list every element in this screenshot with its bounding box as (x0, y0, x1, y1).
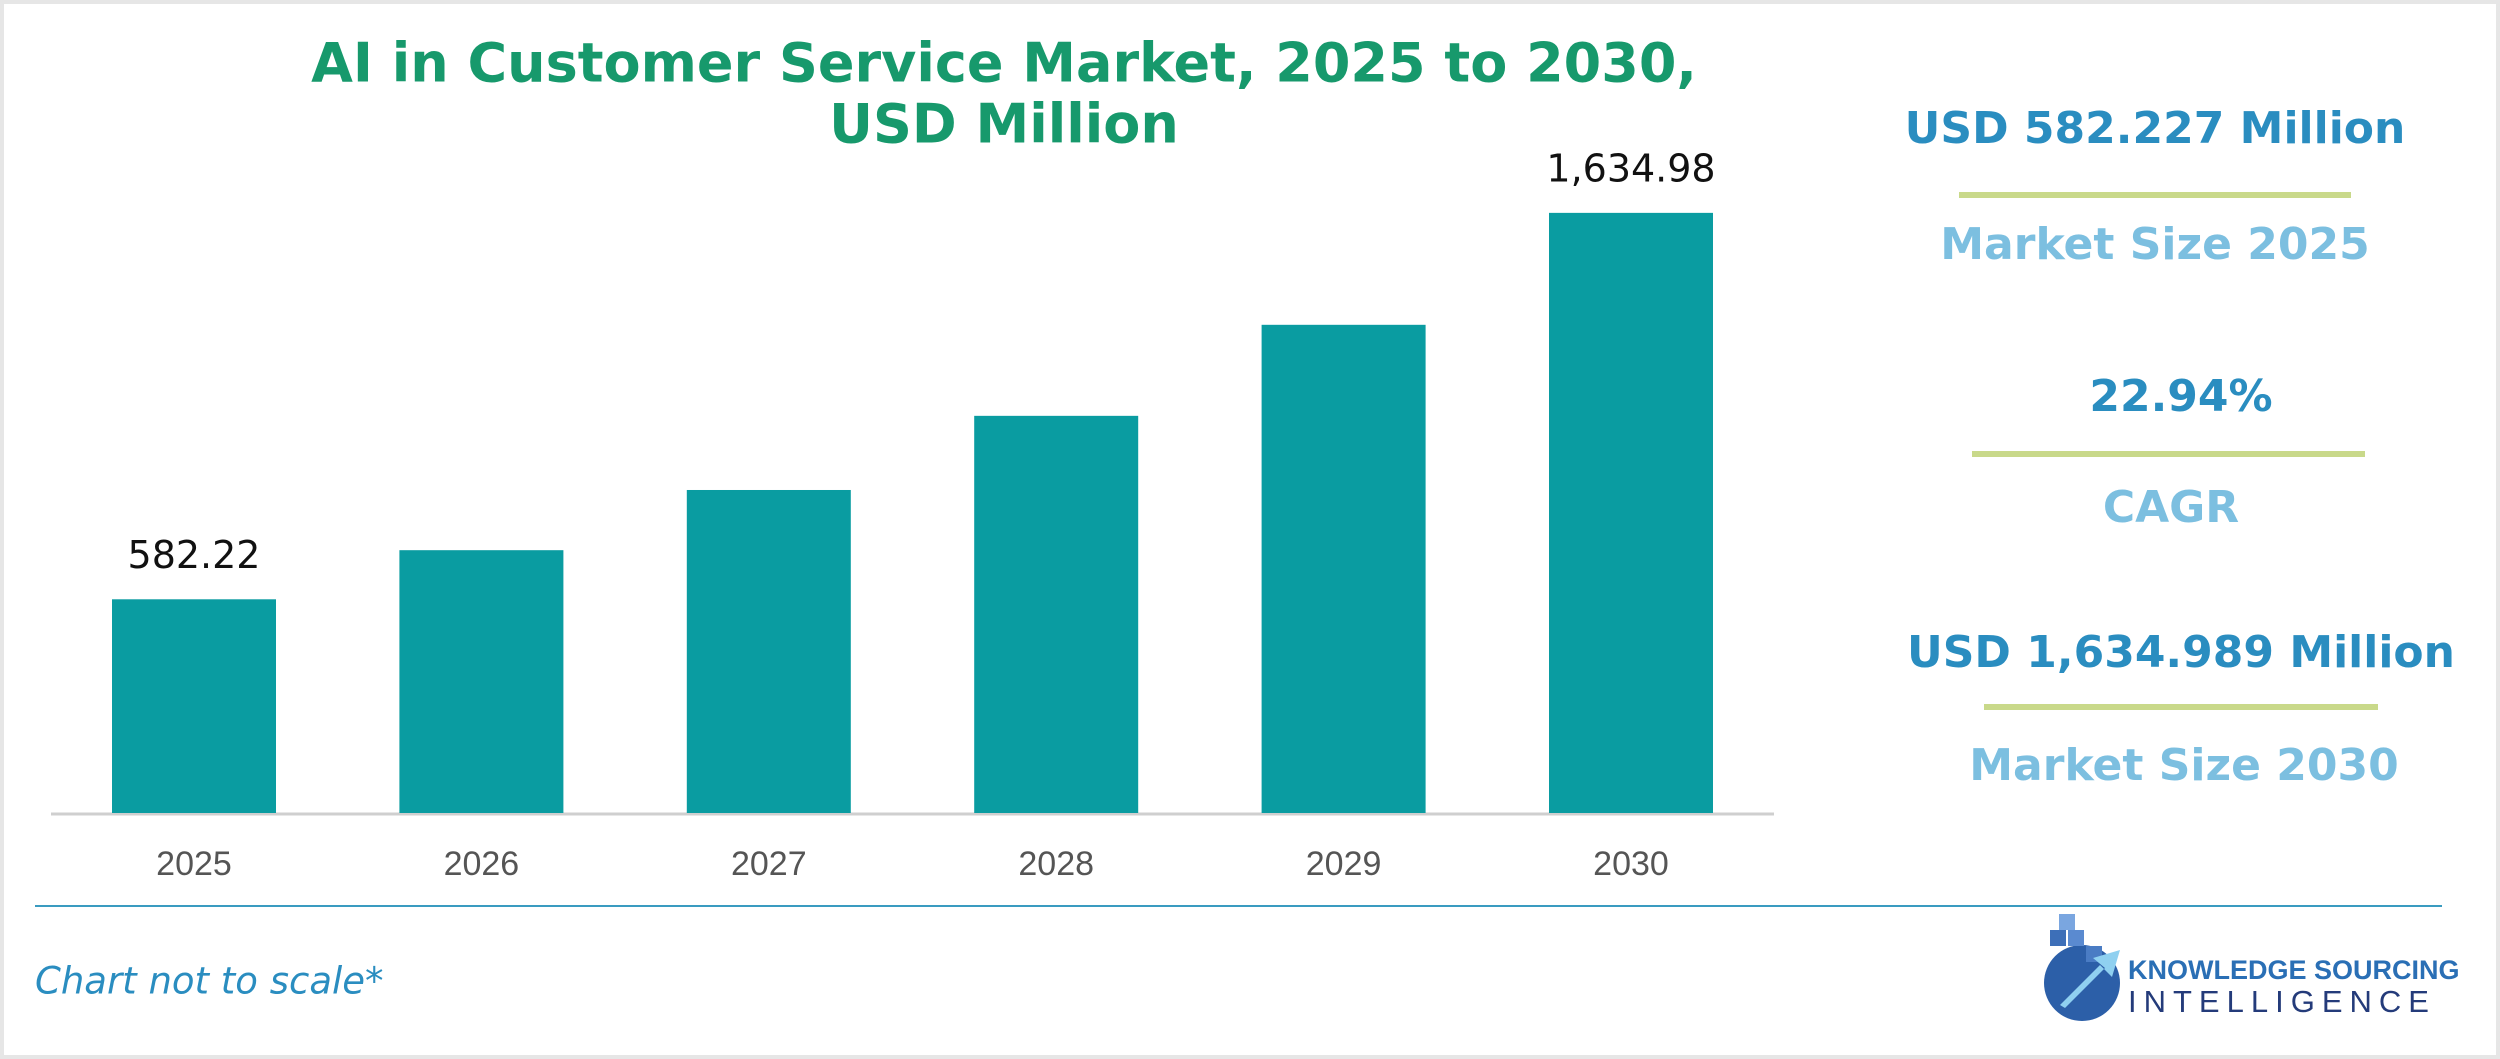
x-tick-label: 2026 (444, 845, 520, 883)
logo-text: KNOWLEDGE SOURCING (2128, 955, 2460, 985)
logo-text: INTELLIGENCE (2128, 984, 2436, 1019)
footnote: Chart not to scale* (35, 960, 384, 1003)
bar (1549, 212, 1713, 814)
bar (686, 489, 851, 813)
x-tick-label: 2025 (156, 845, 232, 883)
bar (399, 550, 564, 813)
x-tick-label: 2028 (1018, 845, 1094, 883)
chart-title: AI in Customer Service Market, 2025 to 2… (311, 32, 1697, 95)
stat-label: Market Size 2030 (1969, 740, 2398, 791)
x-tick-label: 2030 (1593, 845, 1669, 883)
bar (1261, 324, 1426, 813)
value-label: 1,634.98 (1546, 146, 1715, 190)
stat-value: 22.94% (2089, 371, 2272, 422)
stat-value: USD 582.227 Million (1905, 103, 2406, 154)
stat-value: USD 1,634.989 Million (1907, 627, 2455, 678)
logo-icon (2044, 914, 2120, 1021)
stat-label: CAGR (2103, 482, 2239, 533)
value-label: 582.22 (128, 533, 261, 577)
x-tick-label: 2027 (731, 845, 807, 883)
chart-title: USD Million (829, 93, 1179, 156)
stat-label: Market Size 2025 (1940, 219, 2369, 270)
bar (974, 415, 1139, 813)
bar (112, 599, 276, 813)
x-tick-label: 2029 (1306, 845, 1382, 883)
